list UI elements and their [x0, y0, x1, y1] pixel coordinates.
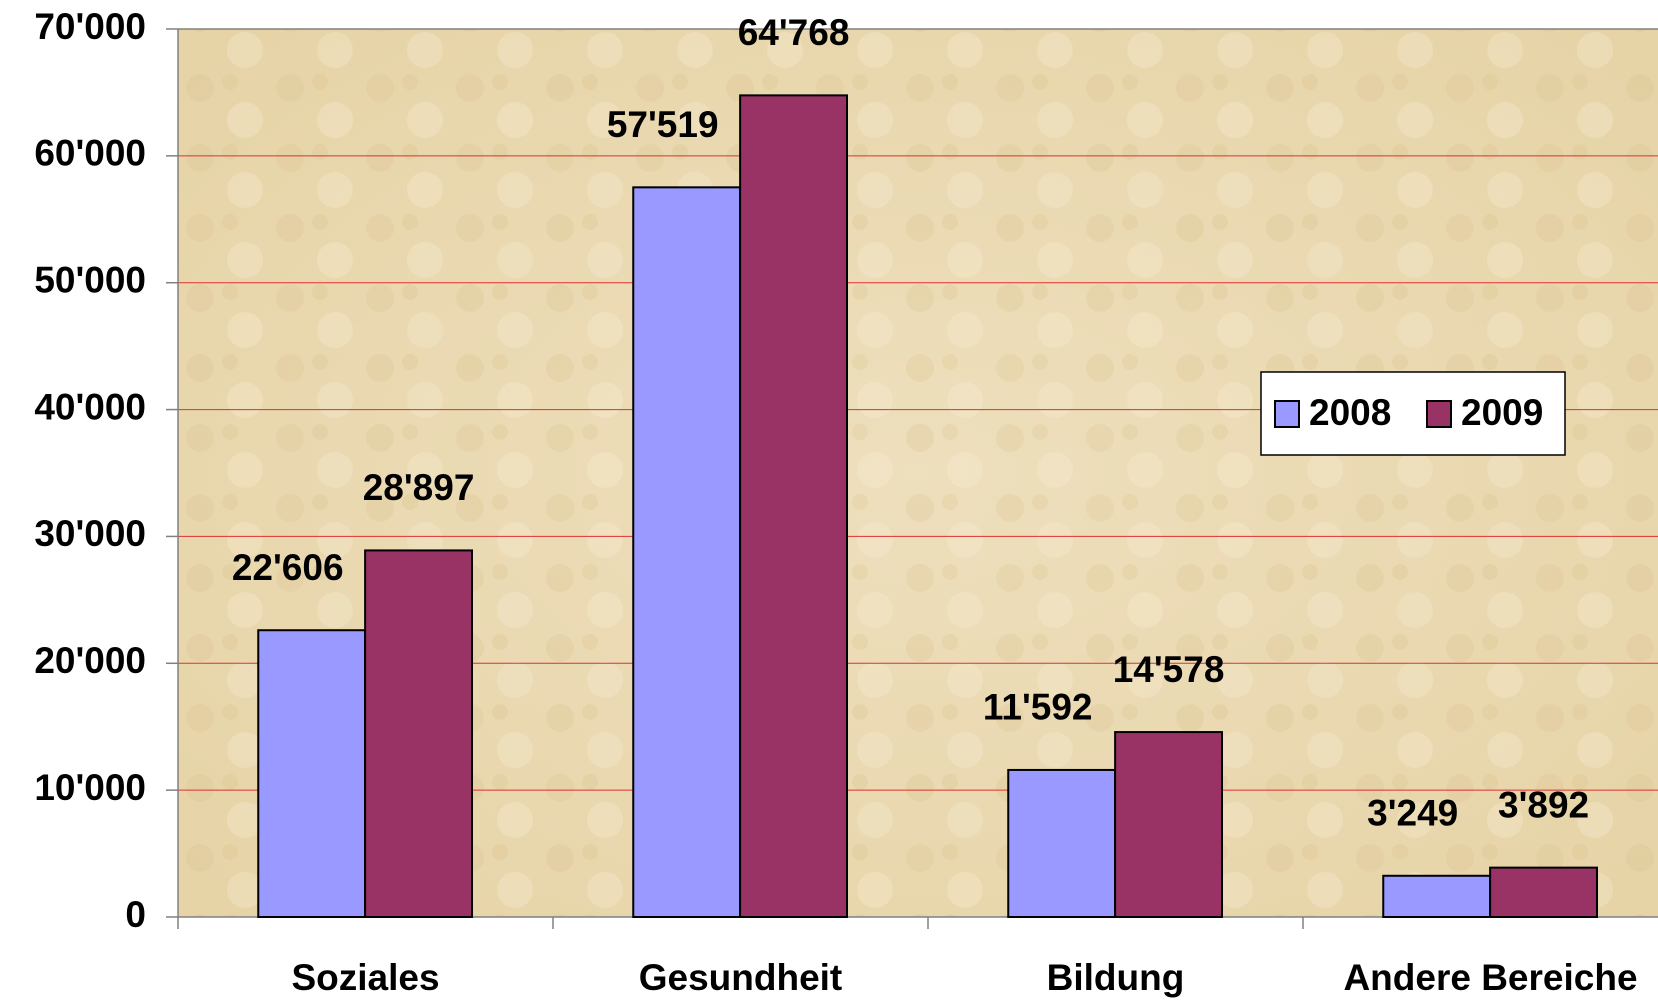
x-tick-label: Andere Bereiche [1343, 957, 1637, 998]
y-tick-label: 20'000 [34, 640, 146, 681]
bar [1382, 874, 1492, 919]
value-label: 28'897 [363, 467, 475, 508]
value-label: 11'592 [983, 687, 1093, 728]
value-label: 3'249 [1367, 793, 1458, 834]
value-label: 57'519 [607, 104, 719, 145]
x-tick-label: Gesundheit [639, 957, 843, 998]
x-tick-label: Bildung [1047, 957, 1185, 998]
y-tick-label: 50'000 [34, 259, 146, 300]
y-tick-label: 30'000 [34, 513, 146, 554]
bar [1489, 866, 1598, 918]
value-label: 22'606 [232, 547, 344, 588]
legend-swatch [1426, 400, 1452, 428]
bar [739, 94, 848, 919]
value-label: 3'892 [1498, 784, 1589, 825]
value-label: 14'578 [1113, 649, 1225, 690]
x-tick-label: Soziales [291, 957, 439, 998]
legend-swatch [1274, 400, 1300, 428]
y-tick-label: 0 [125, 894, 146, 935]
bar [257, 629, 367, 918]
legend-label: 2009 [1461, 392, 1543, 433]
legend-label: 2008 [1309, 392, 1391, 433]
y-tick-label: 70'000 [34, 6, 146, 47]
bar [1114, 731, 1223, 918]
bar [1007, 768, 1117, 918]
value-label: 64'768 [738, 12, 850, 53]
bar [364, 549, 473, 918]
y-tick-label: 40'000 [34, 386, 146, 427]
legend-box [1260, 371, 1566, 456]
y-tick-label: 60'000 [34, 133, 146, 174]
bar [632, 186, 742, 919]
y-tick-label: 10'000 [34, 767, 146, 808]
